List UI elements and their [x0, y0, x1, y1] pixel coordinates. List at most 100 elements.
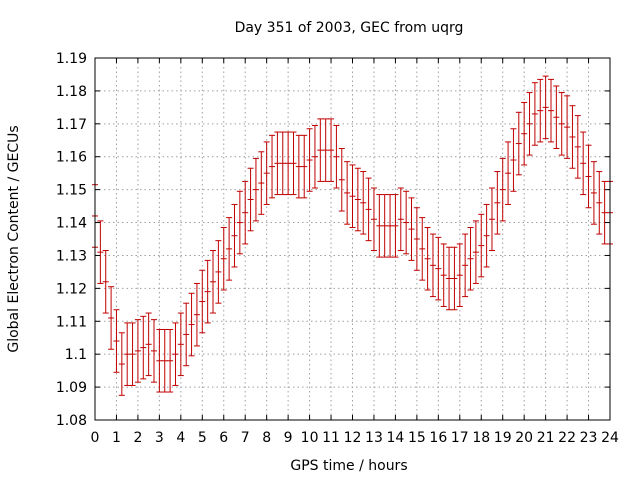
error-bar	[306, 128, 313, 192]
x-tick-label: 16	[429, 430, 447, 446]
y-tick-label: 1.19	[56, 51, 87, 67]
error-bar	[215, 240, 222, 304]
x-tick-label: 1	[112, 430, 121, 446]
error-bar	[231, 203, 238, 268]
error-bar	[108, 286, 115, 350]
error-bar	[140, 315, 147, 380]
error-bar	[424, 226, 431, 291]
y-tick-label: 1.13	[56, 248, 87, 264]
error-bar	[344, 161, 351, 225]
error-bar	[269, 134, 276, 199]
x-tick-label: 3	[155, 430, 164, 446]
error-bar	[590, 161, 597, 225]
error-bar	[317, 118, 324, 182]
error-bar	[381, 194, 388, 258]
error-bar	[210, 250, 217, 314]
y-tick-label: 1.12	[56, 281, 87, 297]
error-bar	[429, 233, 436, 298]
error-bar	[279, 131, 286, 196]
error-bar	[183, 302, 190, 367]
error-bar	[295, 134, 302, 199]
error-bar	[446, 246, 453, 311]
x-tick-label: 4	[176, 430, 185, 446]
error-bar	[564, 95, 571, 159]
x-tick-label: 21	[537, 430, 555, 446]
error-bar	[435, 236, 442, 301]
error-bar	[483, 203, 490, 268]
x-tick-label: 8	[262, 430, 271, 446]
error-bar	[118, 332, 125, 396]
error-bar	[467, 226, 474, 291]
y-tick-label: 1.14	[56, 216, 87, 232]
error-bar	[531, 82, 538, 146]
x-tick-label: 15	[408, 430, 426, 446]
x-tick-label: 12	[344, 430, 362, 446]
error-bar	[97, 220, 104, 284]
error-bar	[413, 207, 420, 271]
error-bar	[451, 246, 458, 311]
error-bar	[220, 226, 227, 291]
error-bar	[365, 177, 372, 242]
x-tick-label: 5	[198, 430, 207, 446]
error-bar	[311, 124, 318, 189]
error-bar	[301, 134, 308, 199]
error-bar	[252, 157, 259, 222]
error-bar	[204, 259, 211, 324]
x-tick-label: 14	[387, 430, 405, 446]
error-bar	[354, 167, 361, 232]
error-bar	[547, 78, 554, 143]
x-tick-label: 2	[133, 430, 142, 446]
error-bar	[156, 329, 163, 393]
x-tick-label: 7	[241, 430, 250, 446]
error-bar	[322, 118, 329, 182]
error-bar	[580, 131, 587, 196]
error-bar	[585, 144, 592, 209]
error-bar	[226, 217, 233, 281]
x-tick-label: 23	[580, 430, 598, 446]
error-bar	[360, 171, 367, 235]
x-tick-labels: 0 1 2 3 4 5 6 7 8 9 10 11 12 13 14 15 16 17 18 19 20 21 22 23 24	[91, 430, 619, 446]
error-bar	[392, 194, 399, 258]
error-bar	[188, 292, 195, 357]
x-tick-label: 18	[472, 430, 490, 446]
error-bar	[569, 105, 576, 169]
error-bar	[161, 329, 168, 393]
x-tick-label: 11	[322, 430, 340, 446]
error-bar	[258, 151, 265, 215]
error-bar	[177, 312, 184, 377]
error-bar	[199, 269, 206, 334]
error-bar	[242, 180, 249, 245]
error-bar	[408, 197, 415, 261]
x-tick-label: 17	[451, 430, 469, 446]
error-bar	[462, 233, 469, 298]
x-tick-label: 22	[558, 430, 576, 446]
y-tick-label: 1.1	[65, 347, 87, 363]
y-tick-label: 1.11	[56, 314, 87, 330]
error-bar	[494, 171, 501, 235]
error-bar	[129, 322, 136, 386]
error-bar	[526, 92, 533, 156]
x-tick-label: 6	[219, 430, 228, 446]
error-bar	[440, 243, 447, 307]
error-bar	[247, 167, 254, 232]
error-bar	[515, 111, 522, 176]
chart-title: Day 351 of 2003, GEC from uqrg	[235, 20, 464, 36]
x-axis-label: GPS time / hours	[290, 458, 407, 474]
error-bar	[349, 164, 356, 228]
y-tick-label: 1.09	[56, 380, 87, 396]
error-bar	[145, 312, 152, 377]
x-tick-label: 0	[91, 430, 100, 446]
error-bar	[274, 131, 281, 196]
y-tick-label: 1.17	[56, 117, 87, 133]
error-bar	[124, 322, 131, 386]
x-tick-label: 19	[494, 430, 512, 446]
error-bar	[151, 319, 158, 383]
axis-ticks	[94, 57, 611, 421]
x-tick-label: 9	[284, 430, 293, 446]
error-bar	[113, 309, 120, 373]
x-tick-label: 20	[515, 430, 533, 446]
error-bar	[488, 187, 495, 252]
error-bar	[333, 124, 340, 189]
